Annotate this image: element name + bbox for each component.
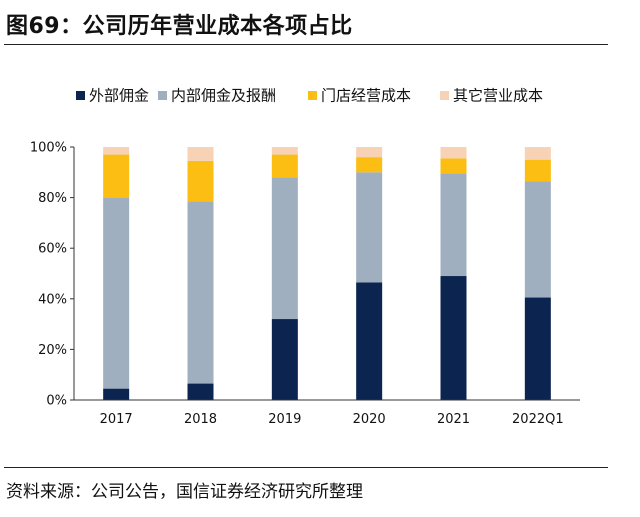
legend-item: 门店经营成本 [308,87,411,105]
source-rule [4,467,608,468]
bar-segment [271,319,298,400]
bar-segment [103,147,130,155]
x-axis: 2017 2018 2019 2020 2021 2022Q1 [74,399,580,427]
figure-title: 图69：公司历年营业成本各项占比 [6,14,353,39]
y-tick-label: 40% [38,292,67,307]
bar-group [103,147,551,400]
bar-segment [440,147,467,159]
y-tick-label: 20% [38,343,67,358]
stacked-bar-chart: 外部佣金 内部佣金及报酬 门店经营成本 其它营业成本 0% 20% 40% 60% 80% 10… [30,87,580,427]
bar-stack [524,147,551,400]
y-tick-label: 60% [38,242,67,257]
bar-stack [271,147,298,400]
bar-segment [187,383,214,400]
bar-segment [524,159,551,182]
legend-swatch [440,91,449,100]
y-tick-label: 100% [30,141,67,156]
bar-stack [356,147,383,400]
y-tick-label: 80% [38,191,67,206]
bar-segment [524,147,551,160]
y-tick-label: 0% [46,394,67,409]
bar-segment [103,154,130,198]
bar-segment [524,297,551,400]
bar-segment [187,201,214,384]
source-note: 资料来源：公司公告，国信证券经济研究所整理 [6,482,363,502]
bar-segment [271,177,298,320]
bar-segment [356,282,383,400]
bar-stack [440,147,467,400]
bar-stack [103,147,130,400]
bar-stack [187,147,214,400]
legend-label: 其它营业成本 [453,87,543,105]
bar-segment [103,197,130,389]
legend-label: 内部佣金及报酬 [171,87,276,105]
x-tick-label: 2017 [100,412,133,427]
x-tick-label: 2019 [268,412,301,427]
legend-item: 内部佣金及报酬 [158,87,276,105]
bar-segment [187,147,214,161]
legend-item: 外部佣金 [76,87,149,105]
bar-segment [440,158,467,174]
legend-item: 其它营业成本 [440,87,543,105]
chart-legend: 外部佣金 内部佣金及报酬 门店经营成本 其它营业成本 [76,87,543,105]
legend-swatch [308,91,317,100]
legend-swatch [158,91,167,100]
x-tick-label: 2020 [353,412,386,427]
bar-segment [524,181,551,298]
bar-segment [271,154,298,178]
bar-segment [356,147,383,158]
bar-segment [440,276,467,400]
bar-segment [103,388,130,400]
legend-label: 门店经营成本 [321,87,411,105]
bar-segment [356,157,383,173]
x-tick-label: 2018 [184,412,217,427]
bar-segment [187,160,214,202]
y-axis: 0% 20% 40% 60% 80% 100% [30,141,75,409]
x-tick-label: 2021 [437,412,470,427]
title-rule [4,44,608,45]
bar-segment [440,173,467,277]
legend-swatch [76,91,85,100]
bar-segment [271,147,298,155]
bar-segment [356,172,383,283]
x-tick-label: 2022Q1 [512,412,564,427]
legend-label: 外部佣金 [89,87,149,105]
